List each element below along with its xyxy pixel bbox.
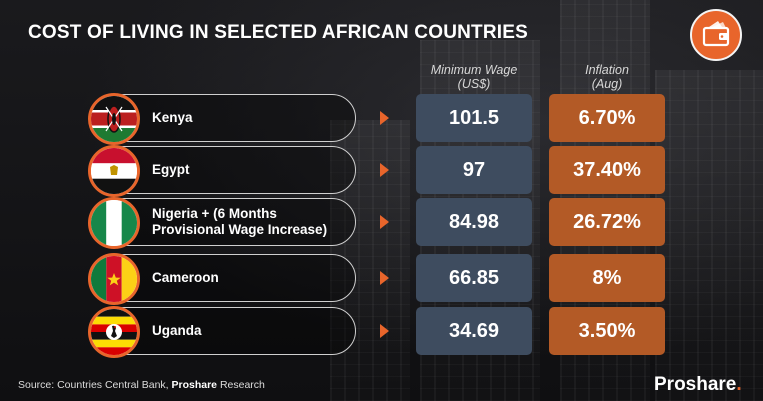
- country-name: Cameroon: [152, 270, 219, 285]
- uganda-flag-icon: [88, 306, 140, 358]
- inflation-header-line1: Inflation: [585, 63, 629, 77]
- arrow-right-icon: [380, 163, 389, 177]
- minimum-wage-value: 84.98: [416, 198, 532, 246]
- page-title: COST OF LIVING IN SELECTED AFRICAN COUNT…: [28, 22, 528, 43]
- inflation-column-header: Inflation (Aug): [549, 63, 665, 91]
- minimum-wage-value: 66.85: [416, 254, 532, 302]
- arrow-right-icon: [380, 215, 389, 229]
- inflation-value: 8%: [549, 254, 665, 302]
- inflation-header-line2: (Aug): [591, 77, 623, 91]
- arrow-right-icon: [380, 111, 389, 125]
- inflation-value: 6.70%: [549, 94, 665, 142]
- wage-column-header: Minimum Wage (US$): [416, 63, 532, 91]
- background-building: [655, 70, 763, 401]
- table-row: Uganda 34.69 3.50%: [88, 306, 763, 358]
- country-pill: [100, 146, 356, 194]
- brand-dot: .: [736, 374, 742, 395]
- country-name: Kenya: [152, 110, 193, 125]
- arrow-right-icon: [380, 324, 389, 338]
- cameroon-flag-icon: [88, 253, 140, 305]
- table-row: Nigeria + (6 Months Provisional Wage Inc…: [88, 197, 763, 249]
- inflation-value: 3.50%: [549, 307, 665, 355]
- country-pill: [100, 94, 356, 142]
- table-row: Kenya 101.5 6.70%: [88, 93, 763, 145]
- source-prefix: Source: Countries Central Bank,: [18, 379, 172, 391]
- country-pill: [100, 307, 356, 355]
- nigeria-flag-icon: [88, 197, 140, 249]
- kenya-flag-icon: [88, 93, 140, 145]
- egypt-flag-icon: [88, 145, 140, 197]
- country-name: Uganda: [152, 323, 202, 338]
- country-pill: [100, 198, 356, 246]
- inflation-value: 37.40%: [549, 146, 665, 194]
- minimum-wage-value: 101.5: [416, 94, 532, 142]
- country-name: Nigeria + (6 Months Provisional Wage Inc…: [152, 206, 328, 237]
- source-suffix: Research: [217, 379, 265, 391]
- minimum-wage-value: 97: [416, 146, 532, 194]
- arrow-right-icon: [380, 271, 389, 285]
- wallet-icon: [690, 9, 742, 61]
- source-bold: Proshare: [171, 379, 218, 391]
- inflation-value: 26.72%: [549, 198, 665, 246]
- brand-logo: Proshare.: [654, 374, 742, 396]
- brand-name: Proshare: [654, 374, 737, 395]
- minimum-wage-value: 34.69: [416, 307, 532, 355]
- country-name: Egypt: [152, 162, 190, 177]
- source-note: Source: Countries Central Bank, Proshare…: [18, 379, 265, 391]
- wage-header-line2: (US$): [457, 77, 491, 91]
- table-row: Egypt 97 37.40%: [88, 145, 763, 197]
- country-pill: [100, 254, 356, 302]
- table-row: Cameroon 66.85 8%: [88, 253, 763, 305]
- wage-header-line1: Minimum Wage: [430, 63, 518, 77]
